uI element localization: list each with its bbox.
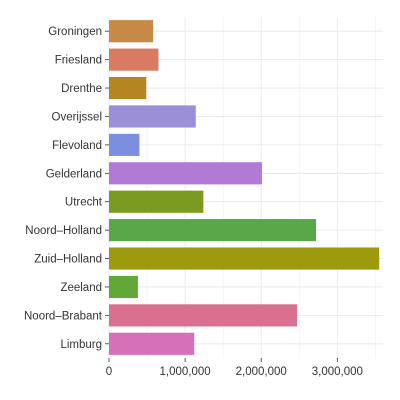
bar-drenthe bbox=[109, 76, 147, 100]
y-tick-label: Drenthe bbox=[61, 83, 102, 95]
x-tick-label: 2,000,000 bbox=[236, 366, 287, 378]
y-tick-label: Noord–Brabant bbox=[24, 310, 103, 322]
bar-utrecht bbox=[109, 190, 204, 213]
x-tick-label: 3,000,000 bbox=[312, 366, 363, 378]
y-tick-label: Limburg bbox=[60, 339, 102, 351]
bar-overijssel bbox=[109, 105, 196, 128]
grid bbox=[108, 17, 383, 358]
y-tick-label: Noord–Holland bbox=[25, 225, 102, 237]
y-tick-label: Overijssel bbox=[52, 111, 102, 123]
x-axis: 0 1,000,000 2,000,000 3,000,000 bbox=[106, 358, 363, 378]
bar-zeeland bbox=[109, 275, 138, 299]
y-tick-label: Groningen bbox=[48, 26, 102, 38]
y-tick-label: Friesland bbox=[55, 55, 102, 67]
y-axis: Groningen Friesland Drenthe Overijssel Flevo… bbox=[24, 26, 109, 351]
bar-noord-brabant bbox=[109, 304, 297, 327]
y-tick-label: Gelderland bbox=[46, 168, 102, 180]
y-tick-label: Zeeland bbox=[60, 282, 102, 294]
bar-groningen bbox=[109, 20, 154, 43]
bar-friesland bbox=[109, 48, 159, 71]
x-tick-label: 0 bbox=[106, 366, 112, 378]
y-tick-label: Zuid–Holland bbox=[34, 254, 102, 266]
y-tick-label: Flevoland bbox=[52, 140, 102, 152]
bar-zuid-holland bbox=[109, 247, 380, 270]
y-tick-label: Utrecht bbox=[65, 197, 103, 209]
bar-noord-holland bbox=[109, 219, 317, 242]
x-tick-label: 1,000,000 bbox=[160, 366, 211, 378]
bar-flevoland bbox=[109, 133, 140, 156]
bars bbox=[109, 20, 380, 355]
bar-limburg bbox=[109, 332, 195, 355]
bar-gelderland bbox=[109, 162, 262, 185]
